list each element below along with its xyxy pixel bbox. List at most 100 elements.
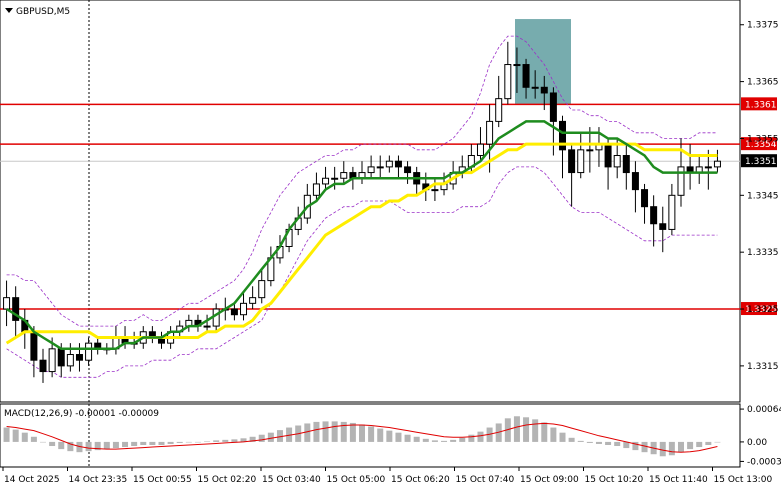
macd-bar <box>532 419 539 442</box>
macd-bar <box>559 432 566 442</box>
macd-bar <box>231 439 238 442</box>
macd-bar <box>122 441 129 448</box>
candle-body <box>12 297 20 321</box>
macd-bar <box>258 434 265 442</box>
macd-bar <box>550 427 557 442</box>
candle-body <box>312 183 320 196</box>
macd-bar <box>222 439 229 442</box>
macd-bar <box>167 441 174 444</box>
macd-bar <box>131 441 138 447</box>
macd-bar <box>40 441 47 443</box>
x-tick-label: 15 Oct 03:40 <box>262 475 321 485</box>
price-level-label: 1.3325 <box>745 305 777 315</box>
candle-body <box>668 194 676 230</box>
candle-body <box>531 86 539 89</box>
macd-bar <box>705 441 712 445</box>
macd-bar <box>158 441 165 445</box>
candle-body <box>431 189 439 192</box>
macd-bar <box>249 436 256 442</box>
macd-bar <box>112 441 119 449</box>
chart-title: GBPUSD,M5 <box>16 7 70 17</box>
macd-bar <box>194 441 201 443</box>
macd-bar <box>696 441 703 448</box>
candle-body <box>604 143 612 168</box>
candle-body <box>212 308 220 327</box>
y-tick-label: 1.3365 <box>747 78 779 88</box>
slow-ma-line <box>5 142 718 345</box>
macd-bar <box>468 434 475 442</box>
candle-body <box>504 64 512 100</box>
macd-bar <box>30 436 37 442</box>
x-tick-label: 15 Oct 02:20 <box>198 475 257 485</box>
candle-body <box>57 348 65 367</box>
macd-bar <box>322 421 329 442</box>
candle-body <box>66 354 74 367</box>
macd-bar <box>331 421 338 442</box>
macd-bar <box>568 437 575 442</box>
y-tick-label: 1.3345 <box>747 191 779 201</box>
macd-bar <box>240 438 247 442</box>
upper-band-line <box>6 35 718 327</box>
candle-body <box>30 331 38 361</box>
candle-body <box>249 297 257 304</box>
macd-bar <box>577 440 584 442</box>
candle-body <box>577 149 585 174</box>
macd-bar <box>513 416 520 442</box>
macd-bar <box>677 441 684 453</box>
macd-bar <box>368 426 375 442</box>
macd-bar <box>395 432 402 442</box>
macd-bar <box>204 441 211 442</box>
macd-bar <box>595 441 602 444</box>
macd-bar <box>632 441 639 451</box>
candle-body <box>367 166 375 174</box>
macd-bar <box>267 432 274 442</box>
candle-body <box>659 223 667 230</box>
macd-bar <box>377 428 384 442</box>
x-tick-label: 15 Oct 09:00 <box>520 475 579 485</box>
x-tick-label: 14 Oct 23:35 <box>69 475 128 485</box>
current-price-label: 1.3351 <box>745 157 777 167</box>
macd-bar <box>404 434 411 442</box>
macd-bar <box>140 441 147 445</box>
candle-body <box>340 172 348 179</box>
macd-bar <box>659 441 666 457</box>
macd-bar <box>340 421 347 442</box>
macd-bar <box>431 440 438 442</box>
macd-bar <box>359 424 365 442</box>
macd-y-tick-label: -0.00038 <box>747 457 781 467</box>
y-tick-label: 1.3335 <box>747 248 779 258</box>
macd-title: MACD(12,26,9) -0.00001 -0.00009 <box>4 409 159 419</box>
macd-bar <box>459 437 466 442</box>
candle-body <box>713 160 721 168</box>
macd-bar <box>58 441 65 450</box>
macd-bar <box>605 441 612 445</box>
candle-body <box>522 64 530 88</box>
fast-ma-line <box>5 120 718 351</box>
candle-body <box>650 206 658 225</box>
macd-bar <box>477 431 484 442</box>
candle-body <box>613 155 621 168</box>
price-level-tag <box>741 137 777 151</box>
candle-body <box>203 325 211 328</box>
macd-bar <box>49 441 56 447</box>
macd-bar <box>149 441 156 445</box>
macd-bar <box>714 441 721 443</box>
macd-bar <box>349 422 356 442</box>
x-tick-label: 15 Oct 00:55 <box>133 475 192 485</box>
candle-body <box>559 120 567 151</box>
candle-body <box>476 143 484 157</box>
chevron-down-icon[interactable] <box>5 8 13 13</box>
candle-body <box>631 172 639 191</box>
candle-body <box>85 342 93 361</box>
macd-bar <box>304 423 311 442</box>
macd-bar <box>213 440 220 442</box>
candle-body <box>48 348 56 373</box>
macd-bar <box>76 441 83 453</box>
macd-bar <box>85 441 92 452</box>
y-tick-label: 1.3355 <box>747 134 779 144</box>
macd-bar <box>614 441 621 447</box>
macd-bar <box>386 430 393 442</box>
current-price-tag <box>741 154 777 168</box>
macd-bar <box>668 441 675 456</box>
